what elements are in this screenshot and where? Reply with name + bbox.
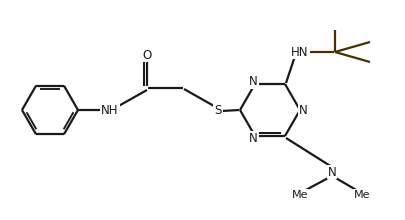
Text: N: N xyxy=(249,132,257,145)
Text: N: N xyxy=(327,165,336,178)
Text: Me: Me xyxy=(353,190,369,200)
Text: O: O xyxy=(142,48,151,62)
Text: HN: HN xyxy=(290,46,308,59)
Text: Me: Me xyxy=(291,190,307,200)
Text: N: N xyxy=(298,103,307,117)
Text: S: S xyxy=(214,103,221,117)
Text: NH: NH xyxy=(101,103,118,117)
Text: N: N xyxy=(249,75,257,88)
